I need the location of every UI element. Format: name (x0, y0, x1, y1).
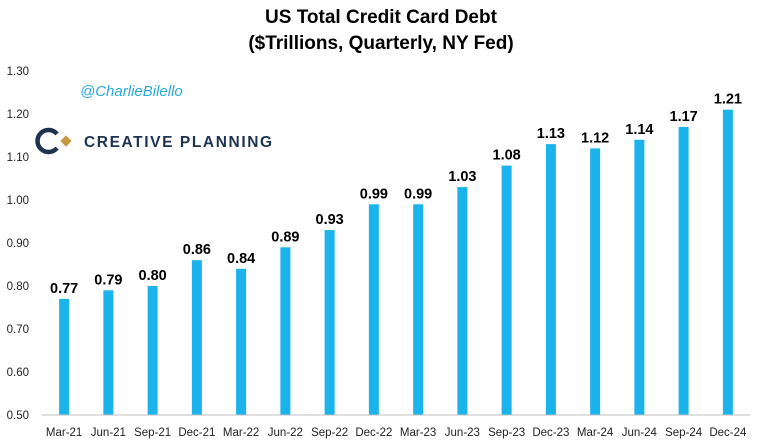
bar (147, 286, 158, 415)
x-tick-label: Mar-23 (400, 427, 436, 439)
data-label: 0.99 (404, 186, 432, 202)
x-tick-label: Sep-24 (665, 427, 703, 439)
y-tick-label: 1.00 (7, 195, 29, 207)
bar (368, 204, 379, 415)
x-tick-label: Jun-22 (268, 427, 303, 439)
y-tick-label: 1.30 (7, 66, 29, 78)
bar (590, 148, 601, 415)
data-labels: 0.77 0.79 0.80 0.86 0.84 0.89 0.93 0.99 0.99 1.03… (50, 92, 742, 297)
y-tick-label: 1.10 (7, 152, 29, 164)
data-label: 0.93 (316, 212, 344, 228)
x-axis: Mar-21 Jun-21 Sep-21 Dec-21 Mar-22 Jun-22 Sep-… (42, 414, 750, 439)
data-label: 0.79 (94, 272, 122, 288)
y-axis: 0.50 0.60 0.70 0.80 0.90 1.00 1.10 1.20 1.30 (7, 66, 29, 422)
data-label: 0.84 (227, 251, 255, 267)
chart-title: US Total Credit Card Debt (265, 7, 498, 28)
bar (678, 126, 689, 416)
data-label: 1.21 (714, 92, 742, 108)
data-label: 1.03 (448, 169, 476, 185)
x-tick-label: Dec-23 (532, 427, 569, 439)
bar (722, 109, 733, 415)
y-tick-label: 1.20 (7, 109, 29, 121)
data-label: 1.12 (581, 130, 609, 146)
x-tick-label: Mar-21 (46, 427, 82, 439)
data-label: 0.89 (271, 229, 299, 245)
bars (59, 109, 733, 416)
author-handle: @CharlieBilello (80, 83, 183, 100)
bar (191, 260, 202, 415)
data-label: 1.17 (670, 109, 698, 125)
data-label: 0.99 (360, 186, 388, 202)
data-label: 1.08 (493, 148, 521, 164)
data-label: 1.14 (625, 122, 653, 138)
bar (545, 144, 556, 415)
bar (634, 139, 645, 416)
y-tick-label: 0.80 (7, 281, 29, 293)
creative-planning-logo-icon (35, 127, 72, 155)
bar (280, 247, 291, 415)
x-tick-label: Dec-24 (709, 427, 747, 439)
data-label: 0.86 (183, 242, 211, 258)
y-tick-label: 0.50 (7, 410, 29, 422)
bar (59, 298, 70, 415)
x-tick-label: Jun-24 (622, 427, 658, 439)
y-tick-label: 0.90 (7, 238, 29, 250)
x-tick-label: Jun-23 (445, 427, 480, 439)
x-tick-label: Sep-21 (134, 427, 171, 439)
bar (457, 187, 468, 415)
x-tick-label: Sep-23 (488, 427, 525, 439)
bar (324, 230, 335, 415)
x-tick-label: Dec-21 (178, 427, 215, 439)
chart-subtitle: ($Trillions, Quarterly, NY Fed) (248, 33, 513, 54)
x-tick-label: Sep-22 (311, 427, 348, 439)
x-tick-label: Dec-22 (355, 427, 392, 439)
bar (413, 204, 424, 415)
y-tick-label: 0.60 (7, 367, 29, 379)
bar (236, 268, 247, 415)
data-label: 1.13 (537, 126, 565, 142)
bar (501, 165, 512, 415)
data-label: 0.77 (50, 281, 78, 297)
y-tick-label: 0.70 (7, 324, 29, 336)
data-label: 0.80 (139, 268, 167, 284)
x-tick-label: Mar-22 (223, 427, 259, 439)
bar (103, 290, 114, 415)
x-tick-label: Jun-21 (91, 427, 126, 439)
brand-name: CREATIVE PLANNING (84, 134, 274, 151)
x-tick-label: Mar-24 (577, 427, 614, 439)
